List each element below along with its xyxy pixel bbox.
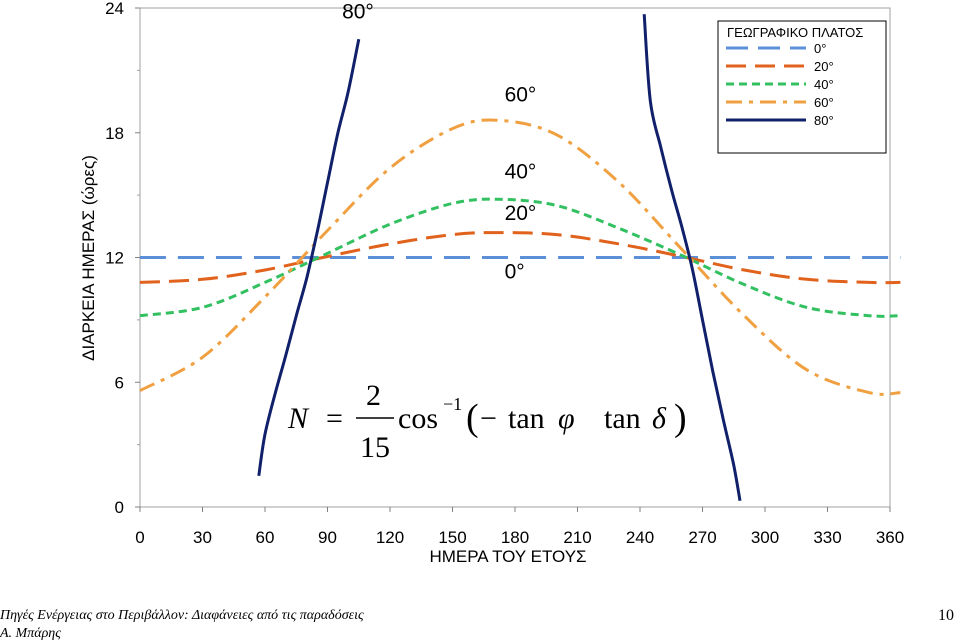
source-line-2: Α. Μπάρης xyxy=(0,626,61,641)
series-60-line xyxy=(139,118,901,396)
x-tick-label: 300 xyxy=(751,528,779,547)
legend-entry-label: 20° xyxy=(814,59,834,74)
x-tick-label: 270 xyxy=(688,528,716,547)
y-tick-label: 0 xyxy=(115,498,124,517)
formula-numerator: 2 xyxy=(366,379,381,412)
x-tick-label: 210 xyxy=(563,528,591,547)
legend-entries: 0° 20° 40° 60° 80° xyxy=(726,41,834,128)
formula-tan1: tan xyxy=(508,402,545,435)
x-tick-label: 60 xyxy=(256,528,275,547)
series-80-line xyxy=(642,14,742,502)
legend-entry-label: 40° xyxy=(814,77,834,92)
formula-minus: − xyxy=(480,402,497,435)
x-tick-label: 150 xyxy=(438,528,466,547)
formula-func: cos xyxy=(398,402,438,435)
y-axis-label: ΔΙΑΡΚΕΙΑ ΗΜΕΡΑΣ (ώρες) xyxy=(79,155,98,361)
formula-lhs: N xyxy=(287,402,310,435)
x-tick-label: 360 xyxy=(876,528,904,547)
series-80-line xyxy=(257,38,361,477)
series-layer xyxy=(139,14,901,502)
curve-labels: 80° 60° 40° 20° 0° xyxy=(342,0,536,283)
formula-delta: δ xyxy=(652,402,667,435)
x-tick-label: 180 xyxy=(501,528,529,547)
x-tick-label: 330 xyxy=(813,528,841,547)
source-citation: Πηγές Ενέργειας στο Περιβάλλον: Διαφάνει… xyxy=(0,607,420,643)
curve-label: 40° xyxy=(505,160,537,183)
x-tick-label: 240 xyxy=(626,528,654,547)
x-tick-label: 30 xyxy=(193,528,212,547)
y-tick-label: 18 xyxy=(105,124,124,143)
legend-entry-label: 60° xyxy=(814,95,834,110)
formula-equals: = xyxy=(326,402,343,435)
x-tick-label: 0 xyxy=(135,528,144,547)
curve-label: 0° xyxy=(505,260,525,283)
formula: N = 2 15 cos −1 ( − tan φ tan δ ) xyxy=(287,379,687,464)
page-number: 10 xyxy=(938,607,954,624)
formula-exponent: −1 xyxy=(443,394,462,414)
source-line-1: Πηγές Ενέργειας στο Περιβάλλον: Διαφάνει… xyxy=(0,608,364,623)
x-axis-label: ΗΜΕΡΑ ΤΟΥ ΕΤΟΥΣ xyxy=(429,547,586,566)
legend-entry-label: 0° xyxy=(814,41,826,56)
legend-box xyxy=(717,20,887,154)
legend-title: ΓΕΩΓΡΑΦΙΚΟ ΠΛΑΤΟΣ xyxy=(727,25,863,40)
series-40-line xyxy=(139,197,901,318)
ticks-layer: 0 30 60 90 120 150 180 210 240 270 300 330 360 0 6 12 18… xyxy=(105,0,904,547)
y-tick-label: 6 xyxy=(115,373,124,392)
y-tick-label: 12 xyxy=(105,249,124,268)
legend-entry-label: 80° xyxy=(814,113,834,128)
x-tick-label: 120 xyxy=(376,528,404,547)
curve-label: 60° xyxy=(505,84,537,107)
formula-denominator: 15 xyxy=(360,431,390,464)
series-20-line xyxy=(139,231,901,285)
formula-close-paren: ) xyxy=(674,397,687,439)
formula-phi: φ xyxy=(558,402,575,435)
legend: ΓΕΩΓΡΑΦΙΚΟ ΠΛΑΤΟΣ 0° 20° 40° 60° 80° xyxy=(717,20,887,154)
x-tick-label: 90 xyxy=(318,528,337,547)
formula-open-paren: ( xyxy=(466,397,479,439)
curve-label: 80° xyxy=(342,0,374,23)
y-tick-label: 24 xyxy=(105,0,124,18)
curve-label: 20° xyxy=(505,202,537,225)
formula-tan2: tan xyxy=(604,402,641,435)
day-length-chart: 0 30 60 90 120 150 180 210 240 270 300 330 360 0 6 12 18… xyxy=(79,0,904,566)
